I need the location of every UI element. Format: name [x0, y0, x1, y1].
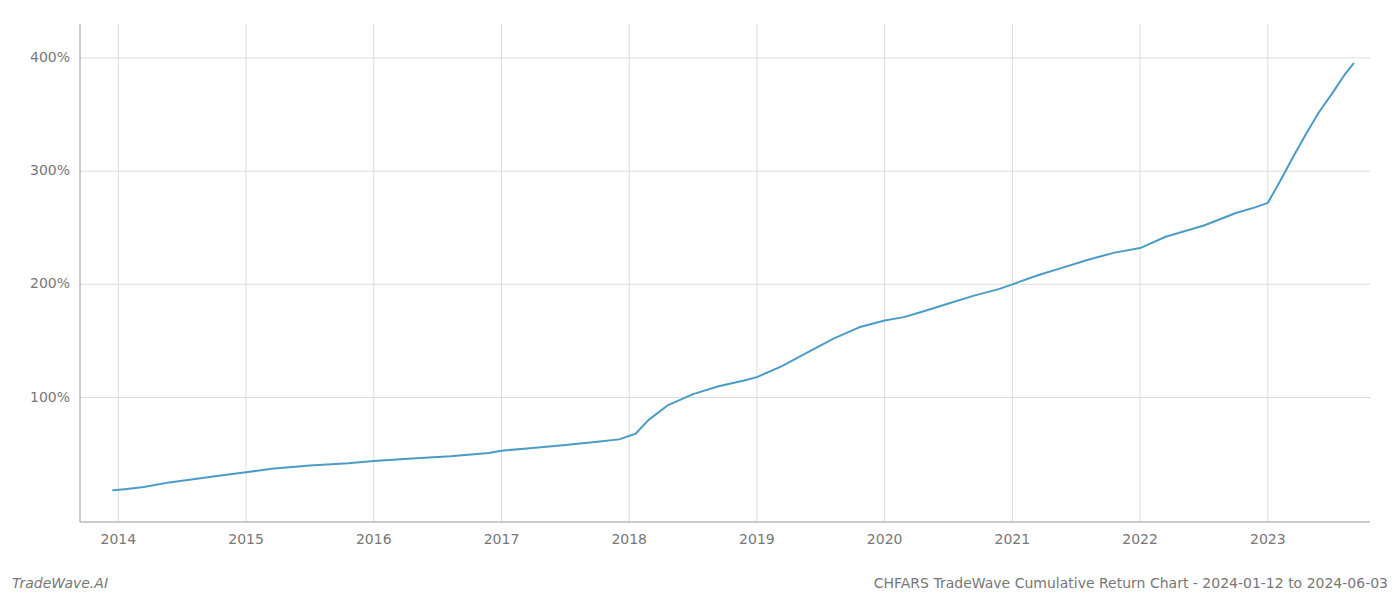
- x-grid-line: [1140, 24, 1141, 522]
- y-grid-line: [80, 57, 1370, 58]
- x-axis-line: [80, 522, 1370, 523]
- x-grid-line: [501, 24, 502, 522]
- title: CHFARS TradeWave Cumulative Return Chart…: [874, 575, 1388, 591]
- x-tick-label: 2014: [100, 531, 136, 547]
- y-tick-label: 100%: [30, 389, 70, 405]
- x-grid-line: [629, 24, 630, 522]
- x-tick-label: 2015: [228, 531, 264, 547]
- line: [113, 64, 1353, 491]
- x-tick-label: 2017: [484, 531, 520, 547]
- x-tick-label: 2021: [995, 531, 1031, 547]
- plot-area: [113, 64, 1353, 491]
- x-tick-label: 2023: [1250, 531, 1286, 547]
- watermark: TradeWave.AI: [12, 575, 108, 591]
- y-tick-label: 200%: [30, 275, 70, 291]
- y-grid-line: [80, 397, 1370, 398]
- x-grid-line: [884, 24, 885, 522]
- x-grid-line: [1267, 24, 1268, 522]
- x-grid-line: [373, 24, 374, 522]
- x-grid-line: [756, 24, 757, 522]
- x-grid-line: [1012, 24, 1013, 522]
- chart: 100% 200% 300% 400% 2014 2015 2016 2017 2018 2019…: [0, 0, 1400, 600]
- x-tick-label: 2019: [739, 531, 775, 547]
- x-grid-line: [118, 24, 119, 522]
- y-grid-line: [80, 171, 1370, 172]
- y-tick-label: 400%: [30, 49, 70, 65]
- x-tick-label: 2020: [867, 531, 903, 547]
- y-grid-line: [80, 284, 1370, 285]
- x-tick-label: 2016: [356, 531, 392, 547]
- x-tick-label: 2018: [611, 531, 647, 547]
- y-tick-label: 300%: [30, 162, 70, 178]
- x-tick-label: 2022: [1122, 531, 1158, 547]
- grid: [80, 24, 1370, 522]
- axes: 100% 200% 300% 400% 2014 2015 2016 2017 2018 2019…: [30, 24, 1370, 547]
- x-grid-line: [246, 24, 247, 522]
- y-axis-line: [80, 24, 81, 522]
